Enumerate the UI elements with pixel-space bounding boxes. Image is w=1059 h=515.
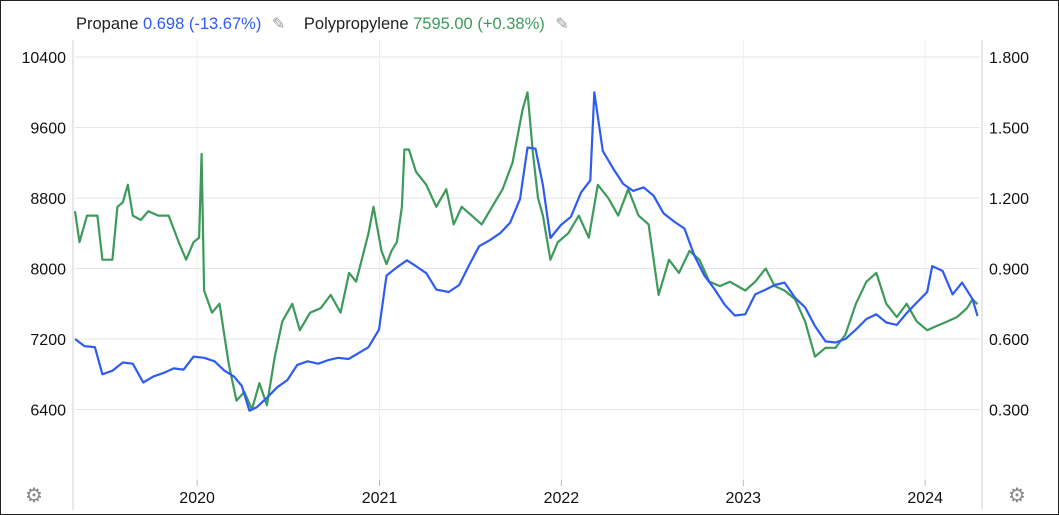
x-axis: 2020 2021 2022 2023 2024 (179, 480, 943, 507)
x-tick-label: 2024 (907, 490, 943, 507)
x-tick-label: 2021 (362, 490, 398, 507)
legend: Propane 0.698 (-13.67%) ✎ Polypropylene … (76, 14, 583, 34)
legend-series-value: 7595.00 (413, 15, 473, 33)
gear-icon[interactable]: ⚙ (25, 485, 43, 507)
left-tick-label: 10400 (22, 50, 67, 67)
legend-series-change: (-13.67%) (188, 15, 262, 33)
x-tick-label: 2020 (179, 490, 215, 507)
x-tick-label: 2023 (725, 490, 761, 507)
right-tick-label: 0.300 (989, 403, 1029, 420)
left-tick-label: 9600 (30, 121, 66, 138)
right-tick-label: 0.600 (989, 332, 1029, 349)
pencil-icon[interactable]: ✎ (271, 16, 286, 33)
gear-icon[interactable]: ⚙ (1008, 485, 1026, 507)
grid (72, 40, 983, 510)
legend-series-value: 0.698 (142, 15, 185, 33)
series-line-polypropylene[interactable] (73, 91, 979, 411)
left-tick-label: 8000 (30, 262, 66, 279)
legend-series-change: (+0.38%) (477, 15, 545, 33)
right-axis: 1.800 1.500 1.200 0.900 0.600 0.300 (989, 50, 1029, 420)
legend-item-polypropylene[interactable]: Polypropylene 7595.00 (+0.38%) ✎ (304, 14, 569, 34)
legend-item-propane[interactable]: Propane 0.698 (-13.67%) ✎ (76, 14, 285, 34)
left-tick-label: 7200 (30, 332, 66, 349)
x-tick-label: 2022 (544, 490, 580, 507)
series-lines (73, 91, 979, 412)
right-tick-label: 1.200 (989, 191, 1029, 208)
right-tick-label: 1.500 (989, 121, 1029, 138)
legend-series-name: Polypropylene (303, 15, 409, 33)
series-line-propane[interactable] (74, 91, 979, 412)
right-tick-label: 0.900 (989, 262, 1029, 279)
right-tick-label: 1.800 (989, 50, 1029, 67)
pencil-icon[interactable]: ✎ (555, 16, 569, 33)
left-tick-label: 6400 (30, 403, 66, 420)
legend-series-name: Propane (76, 15, 139, 33)
left-tick-label: 8800 (30, 191, 66, 208)
left-axis: 10400 9600 8800 8000 7200 6400 (22, 50, 67, 420)
